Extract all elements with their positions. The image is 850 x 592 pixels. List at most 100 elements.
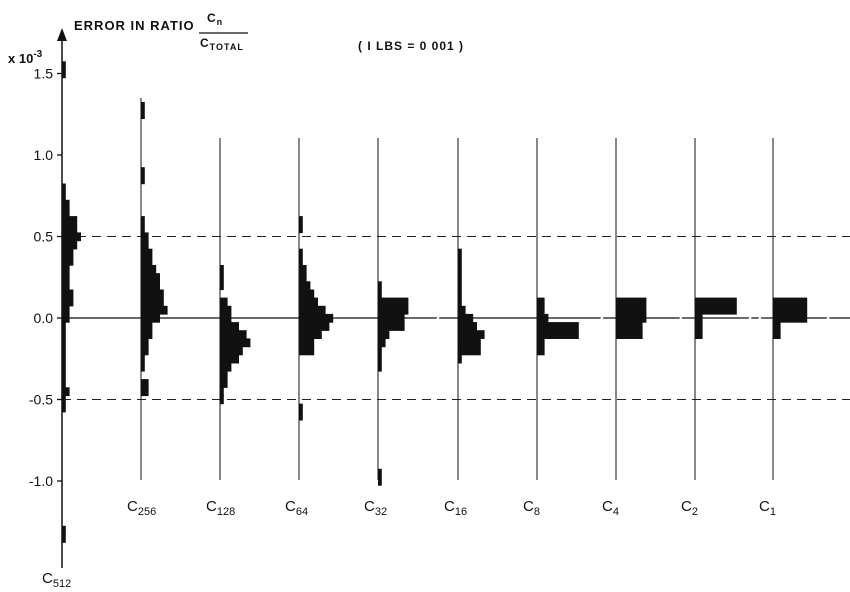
bar [299, 289, 315, 299]
bar [695, 305, 737, 315]
bar [616, 313, 647, 323]
bar [378, 468, 382, 478]
bar [62, 403, 66, 413]
bar [141, 265, 157, 274]
bar [141, 216, 145, 225]
bar [537, 297, 545, 307]
bar [220, 297, 228, 307]
bar [141, 313, 160, 323]
bar [458, 305, 466, 315]
bar [220, 330, 247, 339]
bar [458, 313, 474, 323]
chart-title: ERROR IN RATIO [74, 18, 195, 33]
bar [378, 289, 382, 299]
column-label-32: C32 [364, 498, 387, 518]
bar [141, 289, 164, 299]
bar [458, 346, 481, 356]
bar [220, 379, 228, 388]
bar [220, 395, 224, 405]
bar [141, 175, 145, 185]
bar-hatch [748, 315, 762, 337]
bar [299, 338, 315, 348]
bar [299, 256, 303, 266]
column-label-16: C16 [444, 498, 467, 518]
bar [773, 313, 808, 323]
bar [773, 322, 781, 331]
bar [458, 297, 462, 307]
bar [378, 281, 382, 291]
title-numerator: Cn [207, 11, 223, 27]
bar [141, 354, 145, 364]
bar [220, 305, 232, 315]
bar [62, 297, 74, 307]
bar-hatch [748, 299, 762, 321]
bar [62, 534, 66, 543]
bar [299, 305, 326, 315]
bar [141, 322, 153, 331]
bar [62, 338, 66, 348]
bar [62, 248, 74, 258]
bar [62, 61, 66, 71]
y-tick-label: -1.0 [29, 473, 53, 489]
bar [220, 354, 239, 364]
bar [616, 330, 643, 339]
bar [616, 322, 643, 331]
y-tick-label: 0.0 [34, 310, 54, 326]
bar [537, 313, 549, 323]
bar [299, 273, 307, 282]
bar [141, 338, 149, 348]
bar-hatch [669, 315, 683, 337]
bar [537, 305, 545, 315]
bar [378, 297, 409, 307]
bar [458, 289, 462, 299]
bar [220, 313, 232, 323]
bar [378, 346, 382, 356]
bar [220, 265, 224, 274]
bar [62, 346, 66, 356]
bar [378, 362, 382, 372]
bar [299, 346, 315, 356]
bar [299, 322, 330, 331]
column-axes: C512 C256 C128 C64 C32 C16 C8 C4 C2 C1 [42, 98, 776, 590]
bar [62, 354, 66, 364]
bar [62, 208, 70, 217]
bar [62, 281, 70, 291]
bar [62, 224, 78, 234]
bar [62, 191, 66, 201]
column-label-4: C4 [602, 498, 619, 518]
bar [141, 379, 149, 388]
bar [773, 297, 808, 307]
bar [458, 273, 462, 282]
y-tick-label: 1.5 [34, 66, 54, 82]
bar [378, 313, 405, 323]
bar [695, 322, 703, 331]
bar [458, 330, 485, 339]
column-label-1: C1 [759, 498, 776, 518]
column-label-64: C64 [285, 498, 308, 518]
bar [220, 387, 224, 397]
bar [141, 273, 160, 282]
bar [220, 273, 224, 282]
y-axis-arrow-icon [57, 28, 67, 41]
bar [537, 346, 545, 356]
bar [62, 183, 66, 193]
y-tick-label: 1.0 [34, 147, 54, 163]
bar [62, 69, 66, 79]
bar [616, 305, 647, 315]
bar [141, 167, 145, 176]
bar [378, 305, 409, 315]
bar [773, 305, 808, 315]
bar [62, 240, 78, 250]
bar [299, 297, 318, 307]
bar [141, 387, 149, 397]
bar [537, 322, 579, 331]
bar [141, 330, 153, 339]
bar [695, 297, 737, 307]
bar [299, 265, 307, 274]
bar [62, 525, 66, 535]
bar [458, 281, 462, 291]
bar [378, 338, 386, 348]
bar [299, 313, 334, 323]
bar [141, 297, 164, 307]
y-ticks: 1.5 1.0 0.5 0.0 -0.5 -1.0 [29, 66, 62, 489]
